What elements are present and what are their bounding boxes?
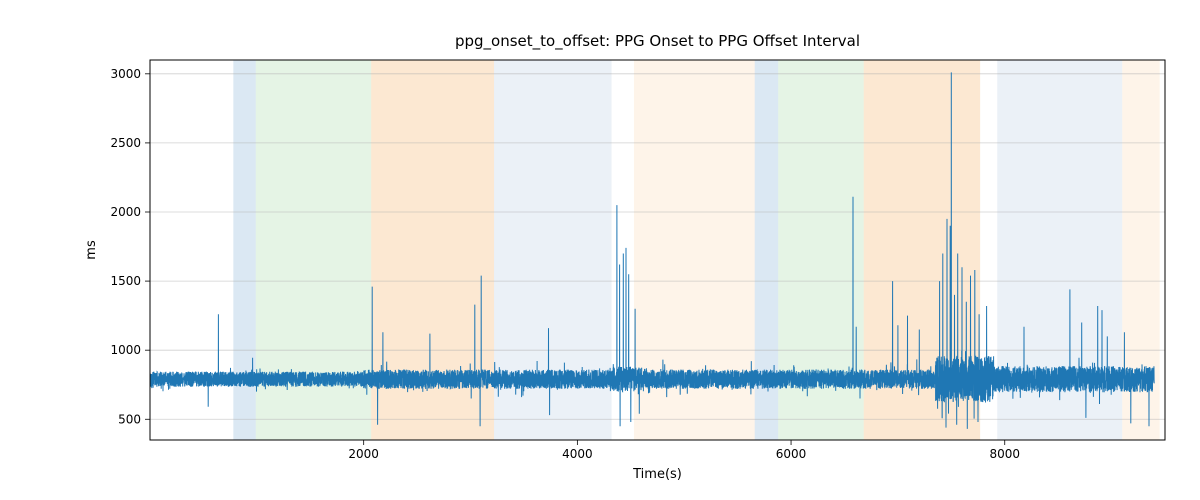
y-tick-label: 2000 — [110, 205, 141, 219]
y-axis: 500 1000 1500 2000 2500 3000 — [110, 67, 150, 426]
y-tick-label: 3000 — [110, 67, 141, 81]
y-axis-label: ms — [84, 240, 99, 260]
chart-title: ppg_onset_to_offset: PPG Onset to PPG Of… — [455, 32, 860, 51]
y-tick-label: 500 — [118, 412, 141, 426]
x-tick-label: 2000 — [348, 447, 379, 461]
x-axis: 2000 4000 6000 8000 — [348, 440, 1020, 461]
timeseries-figure: 2000 4000 6000 8000 500 1000 1500 2000 2500 3000 T… — [0, 0, 1200, 500]
y-tick-label: 1000 — [110, 343, 141, 357]
y-tick-label: 2500 — [110, 136, 141, 150]
x-tick-label: 6000 — [776, 447, 807, 461]
x-tick-label: 8000 — [989, 447, 1020, 461]
x-axis-label: Time(s) — [632, 467, 682, 482]
y-tick-label: 1500 — [110, 274, 141, 288]
x-tick-label: 4000 — [562, 447, 593, 461]
